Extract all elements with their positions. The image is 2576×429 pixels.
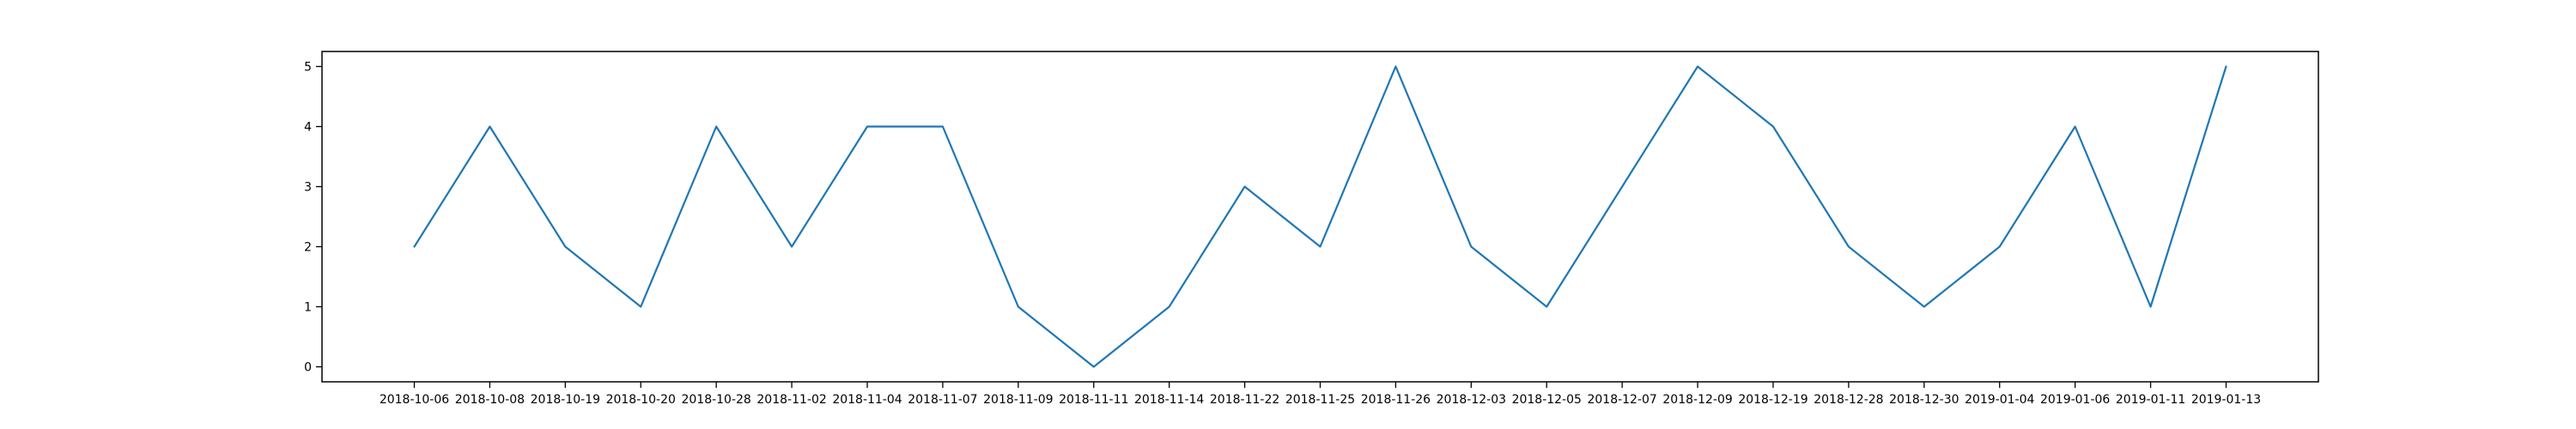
y-tick-label: 2 <box>304 241 312 255</box>
x-tick-label: 2018-10-06 <box>380 393 449 407</box>
x-tick-label: 2018-11-09 <box>983 393 1053 407</box>
x-tick-label: 2018-12-07 <box>1587 393 1656 407</box>
x-tick-label: 2018-11-02 <box>756 393 826 407</box>
x-tick-label: 2019-01-04 <box>1965 393 2034 407</box>
x-tick-label: 2018-12-05 <box>1512 393 1582 407</box>
y-tick-label: 4 <box>304 121 312 135</box>
plot-frame <box>321 51 2319 383</box>
x-tick-label: 2019-01-11 <box>2116 393 2185 407</box>
plot-area <box>322 51 2318 382</box>
x-tick-label: 2018-12-28 <box>1814 393 1883 407</box>
y-axis: 0 1 2 3 4 5 <box>304 61 322 375</box>
x-tick-label: 2018-11-26 <box>1361 393 1431 407</box>
x-tick-label: 2018-10-28 <box>681 393 750 407</box>
y-tick-label: 3 <box>304 181 312 195</box>
series-line <box>413 65 2227 368</box>
x-tick-label: 2018-11-25 <box>1285 393 1355 407</box>
y-tick-label: 1 <box>304 301 312 315</box>
x-tick-label: 2018-10-19 <box>531 393 600 407</box>
x-tick-label: 2018-11-22 <box>1210 393 1279 407</box>
x-tick-label: 2018-11-14 <box>1134 393 1204 407</box>
x-tick-label: 2018-12-09 <box>1662 393 1732 407</box>
x-tick-label: 2018-12-03 <box>1437 393 1506 407</box>
x-tick-label: 2019-01-13 <box>2191 393 2261 407</box>
x-tick-label: 2018-10-08 <box>455 393 525 407</box>
x-tick-label: 2018-10-20 <box>606 393 676 407</box>
x-tick-label: 2019-01-06 <box>2040 393 2110 407</box>
x-tick-label: 2018-11-11 <box>1059 393 1128 407</box>
x-axis: 2018-10-06 2018-10-08 2018-10-19 2018-10-20… <box>380 382 2261 407</box>
x-tick-label: 2018-11-04 <box>832 393 902 407</box>
y-tick-label: 0 <box>304 361 312 375</box>
x-tick-label: 2018-11-07 <box>908 393 977 407</box>
x-tick-label: 2018-12-19 <box>1738 393 1807 407</box>
x-tick-label: 2018-12-30 <box>1889 393 1959 407</box>
y-tick-label: 5 <box>304 61 312 75</box>
